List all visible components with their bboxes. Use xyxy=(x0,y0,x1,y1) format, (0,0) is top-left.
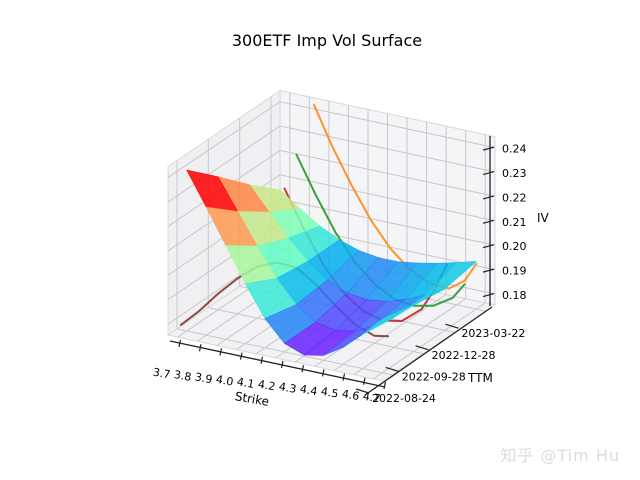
x-tick-label: 4.1 xyxy=(236,375,255,391)
x-tick-label: 4.4 xyxy=(299,382,318,398)
x-tick xyxy=(383,381,387,390)
x-tick xyxy=(260,356,264,364)
x-tick-label: 4.5 xyxy=(320,385,339,401)
x-tick xyxy=(321,369,325,377)
x-tick-label: 4.2 xyxy=(257,378,276,394)
surface-quad xyxy=(362,304,414,335)
z-tick xyxy=(482,292,495,298)
z-tick xyxy=(482,170,495,176)
grid-line-ttm xyxy=(176,160,393,376)
x-tick-label: 3.9 xyxy=(194,370,213,386)
grid-line-iv xyxy=(167,101,496,179)
y-tick xyxy=(355,388,370,394)
y-tick-label: 2022-08-24 xyxy=(372,392,436,405)
smile-line xyxy=(313,103,478,290)
z-tick xyxy=(482,219,495,224)
x-tick-label: 4.0 xyxy=(215,373,234,389)
z-tick-label: 0.18 xyxy=(502,289,527,302)
y-tick-label: 2022-12-28 xyxy=(432,349,496,362)
y-tick xyxy=(385,366,399,372)
z-tick-label: 0.20 xyxy=(502,240,527,253)
z-tick xyxy=(482,268,495,273)
x-tick-label: 3.7 xyxy=(152,366,171,382)
z-tick-label: 0.19 xyxy=(502,265,527,278)
grid-line-strike xyxy=(372,134,486,380)
x-tick xyxy=(342,373,346,381)
x-tick-label: 3.8 xyxy=(173,368,192,384)
x-tick xyxy=(301,365,305,373)
x-tick xyxy=(198,344,202,352)
chart-title: 300ETF Imp Vol Surface xyxy=(231,31,423,50)
y-tick xyxy=(445,323,459,329)
y-axis-spine xyxy=(364,306,493,396)
grid-line-iv xyxy=(167,174,496,252)
z-tick xyxy=(482,244,495,249)
z-tick-label: 0.23 xyxy=(502,167,527,180)
watermark: 知乎 @Tim Hu xyxy=(500,446,620,465)
x-tick-label: 4.3 xyxy=(278,380,297,396)
x-tick xyxy=(280,360,284,369)
y-tick-label: 2023-03-22 xyxy=(461,327,525,340)
z-tick xyxy=(482,195,495,200)
x-tick-label: 4.6 xyxy=(341,387,360,403)
z-tick-label: 0.21 xyxy=(502,216,527,229)
x-tick xyxy=(239,352,243,360)
x-tick-label: 4.7 xyxy=(362,390,381,406)
x-tick xyxy=(219,348,223,356)
y-tick-label: 2022-09-28 xyxy=(402,370,466,383)
y-axis-label: TTM xyxy=(468,371,493,385)
x-tick xyxy=(178,339,182,348)
z-tick-label: 0.24 xyxy=(502,143,527,156)
x-tick xyxy=(362,377,366,385)
z-tick-label: 0.22 xyxy=(502,191,527,204)
y-tick xyxy=(415,345,429,351)
grid-line-strike xyxy=(333,126,447,371)
x-axis-spine xyxy=(169,340,386,388)
z-tick xyxy=(482,146,495,151)
grid-line-strike xyxy=(353,130,467,376)
z-axis-label: IV xyxy=(537,211,549,225)
